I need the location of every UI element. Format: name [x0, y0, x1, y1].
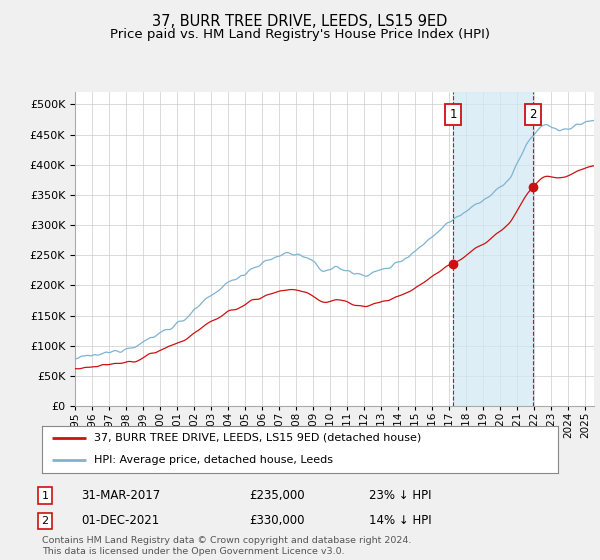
Text: Contains HM Land Registry data © Crown copyright and database right 2024.
This d: Contains HM Land Registry data © Crown c… — [42, 536, 412, 556]
Text: 2: 2 — [41, 516, 49, 526]
Text: £235,000: £235,000 — [249, 489, 305, 502]
Text: 1: 1 — [449, 108, 457, 121]
Text: 37, BURR TREE DRIVE, LEEDS, LS15 9ED (detached house): 37, BURR TREE DRIVE, LEEDS, LS15 9ED (de… — [94, 432, 421, 442]
Text: 2: 2 — [529, 108, 537, 121]
Text: 37, BURR TREE DRIVE, LEEDS, LS15 9ED: 37, BURR TREE DRIVE, LEEDS, LS15 9ED — [152, 14, 448, 29]
Text: 1: 1 — [41, 491, 49, 501]
Text: 14% ↓ HPI: 14% ↓ HPI — [369, 514, 431, 528]
Text: Price paid vs. HM Land Registry's House Price Index (HPI): Price paid vs. HM Land Registry's House … — [110, 28, 490, 41]
Text: 01-DEC-2021: 01-DEC-2021 — [81, 514, 159, 528]
Text: 23% ↓ HPI: 23% ↓ HPI — [369, 489, 431, 502]
Text: HPI: Average price, detached house, Leeds: HPI: Average price, detached house, Leed… — [94, 455, 332, 465]
Text: 31-MAR-2017: 31-MAR-2017 — [81, 489, 160, 502]
Bar — [453, 92, 533, 406]
Text: £330,000: £330,000 — [249, 514, 305, 528]
